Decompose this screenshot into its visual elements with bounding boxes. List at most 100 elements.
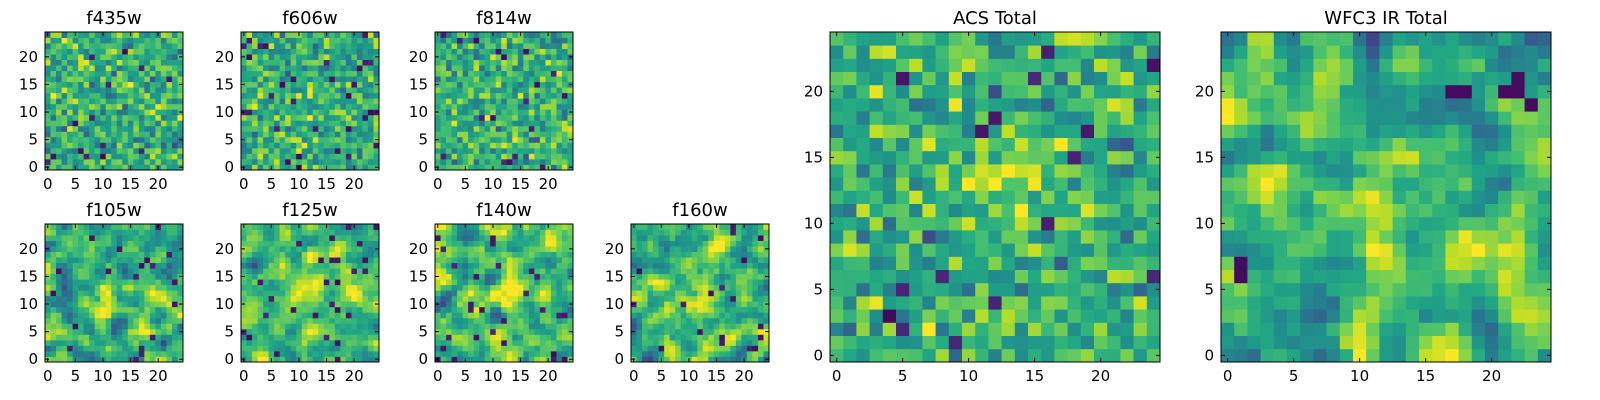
- heatmap-cell: [340, 235, 347, 241]
- heatmap-cell: [746, 279, 753, 286]
- heatmap-cell: [484, 76, 491, 83]
- heatmap-cell: [78, 70, 85, 77]
- heatmap-cell: [550, 153, 557, 160]
- heatmap-cell: [457, 70, 463, 77]
- heatmap-cell: [1054, 296, 1068, 310]
- heatmap-cell: [446, 295, 452, 302]
- heatmap-cell: [83, 268, 90, 275]
- heatmap-cell: [1107, 282, 1121, 297]
- heatmap-cell: [658, 251, 665, 258]
- heatmap-cell: [367, 317, 374, 324]
- heatmap-cell: [257, 268, 264, 275]
- heatmap-cell: [975, 309, 989, 323]
- heatmap-cell: [484, 147, 491, 154]
- heatmap-cell: [307, 164, 314, 171]
- heatmap-cell: [78, 323, 85, 330]
- heatmap-cell: [83, 229, 90, 236]
- heatmap-cell: [296, 43, 303, 49]
- heatmap-cell: [116, 328, 123, 335]
- heatmap-cell: [664, 350, 671, 357]
- heatmap-cell: [83, 120, 90, 127]
- heatmap-cell: [556, 240, 563, 247]
- heatmap-cell: [45, 76, 51, 83]
- heatmap-cell: [567, 257, 574, 264]
- heatmap-cell: [373, 317, 380, 324]
- heatmap-cell: [67, 48, 73, 55]
- heatmap-cell: [484, 158, 491, 165]
- heatmap-cell: [340, 229, 347, 236]
- heatmap-cell: [127, 240, 134, 247]
- heatmap-cell: [669, 251, 676, 258]
- heatmap-cell: [323, 109, 330, 116]
- heatmap-cell: [323, 257, 330, 264]
- heatmap-cell: [362, 70, 369, 77]
- heatmap-cell: [550, 103, 557, 110]
- heatmap-cell: [171, 120, 178, 127]
- heatmap-cell: [490, 295, 497, 302]
- x-tick-label: 20: [345, 367, 364, 385]
- y-tick-label: 0: [28, 350, 38, 368]
- heatmap-cell: [50, 70, 57, 77]
- heatmap-cell: [506, 279, 513, 286]
- heatmap-cell: [45, 350, 51, 357]
- heatmap-cell: [468, 240, 475, 247]
- heatmap-cell: [517, 142, 524, 149]
- heatmap-cell: [160, 350, 167, 357]
- heatmap-cell: [686, 273, 693, 280]
- heatmap-cell: [149, 109, 156, 116]
- heatmap-cell: [669, 317, 676, 324]
- heatmap-cell: [133, 153, 140, 160]
- heatmap-cell: [268, 334, 275, 341]
- heatmap-cell: [138, 290, 145, 297]
- heatmap-cell: [334, 114, 341, 121]
- heatmap-cell: [67, 109, 73, 116]
- heatmap-cell: [116, 136, 123, 143]
- heatmap-cell: [111, 290, 118, 297]
- heatmap-cell: [334, 125, 341, 132]
- heatmap-cells: [241, 224, 380, 363]
- heatmap-cell: [468, 290, 475, 297]
- heatmap-cell: [290, 317, 297, 324]
- heatmap-cell: [473, 164, 480, 171]
- heatmap-cell: [83, 48, 90, 55]
- heatmap-cell: [501, 356, 508, 363]
- heatmap-cell: [528, 48, 535, 55]
- heatmap-cell: [78, 273, 85, 280]
- heatmap-cell: [171, 356, 178, 363]
- heatmap-cell: [462, 54, 469, 60]
- heatmap-cell: [686, 328, 693, 335]
- heatmap-cell: [631, 345, 637, 352]
- heatmap-cell: [362, 257, 369, 264]
- heatmap-cell: [257, 65, 264, 72]
- heatmap-cell: [539, 81, 546, 88]
- heatmap-cell: [312, 224, 319, 230]
- heatmap-cell: [45, 142, 51, 149]
- heatmap-cell: [279, 323, 286, 330]
- heatmap-cell: [133, 142, 140, 149]
- heatmap-cell: [279, 98, 286, 105]
- heatmap-cell: [274, 87, 281, 94]
- heatmap-cell: [241, 125, 247, 132]
- heatmap-cell: [149, 334, 156, 341]
- heatmap-cell: [512, 142, 519, 149]
- heatmap-cell: [567, 290, 574, 297]
- heatmap-cell: [534, 279, 541, 286]
- heatmap-cell: [843, 216, 857, 231]
- heatmap-cell: [561, 114, 568, 121]
- heatmap-cell: [539, 257, 546, 264]
- heatmap-cell: [241, 131, 247, 138]
- heatmap-cell: [473, 235, 480, 241]
- heatmap-cell: [451, 306, 458, 313]
- heatmap-cell: [484, 98, 491, 105]
- heatmap-cell: [440, 103, 447, 110]
- heatmap-cell: [362, 295, 369, 302]
- heatmap-cell: [675, 229, 682, 236]
- heatmap-cell: [561, 323, 568, 330]
- heatmap-cell: [45, 48, 51, 55]
- heatmap-cell: [67, 37, 73, 44]
- heatmap-cell: [144, 109, 151, 116]
- heatmap-cell: [334, 142, 341, 149]
- heatmap-cell: [290, 48, 297, 55]
- heatmap-cell: [1054, 164, 1068, 178]
